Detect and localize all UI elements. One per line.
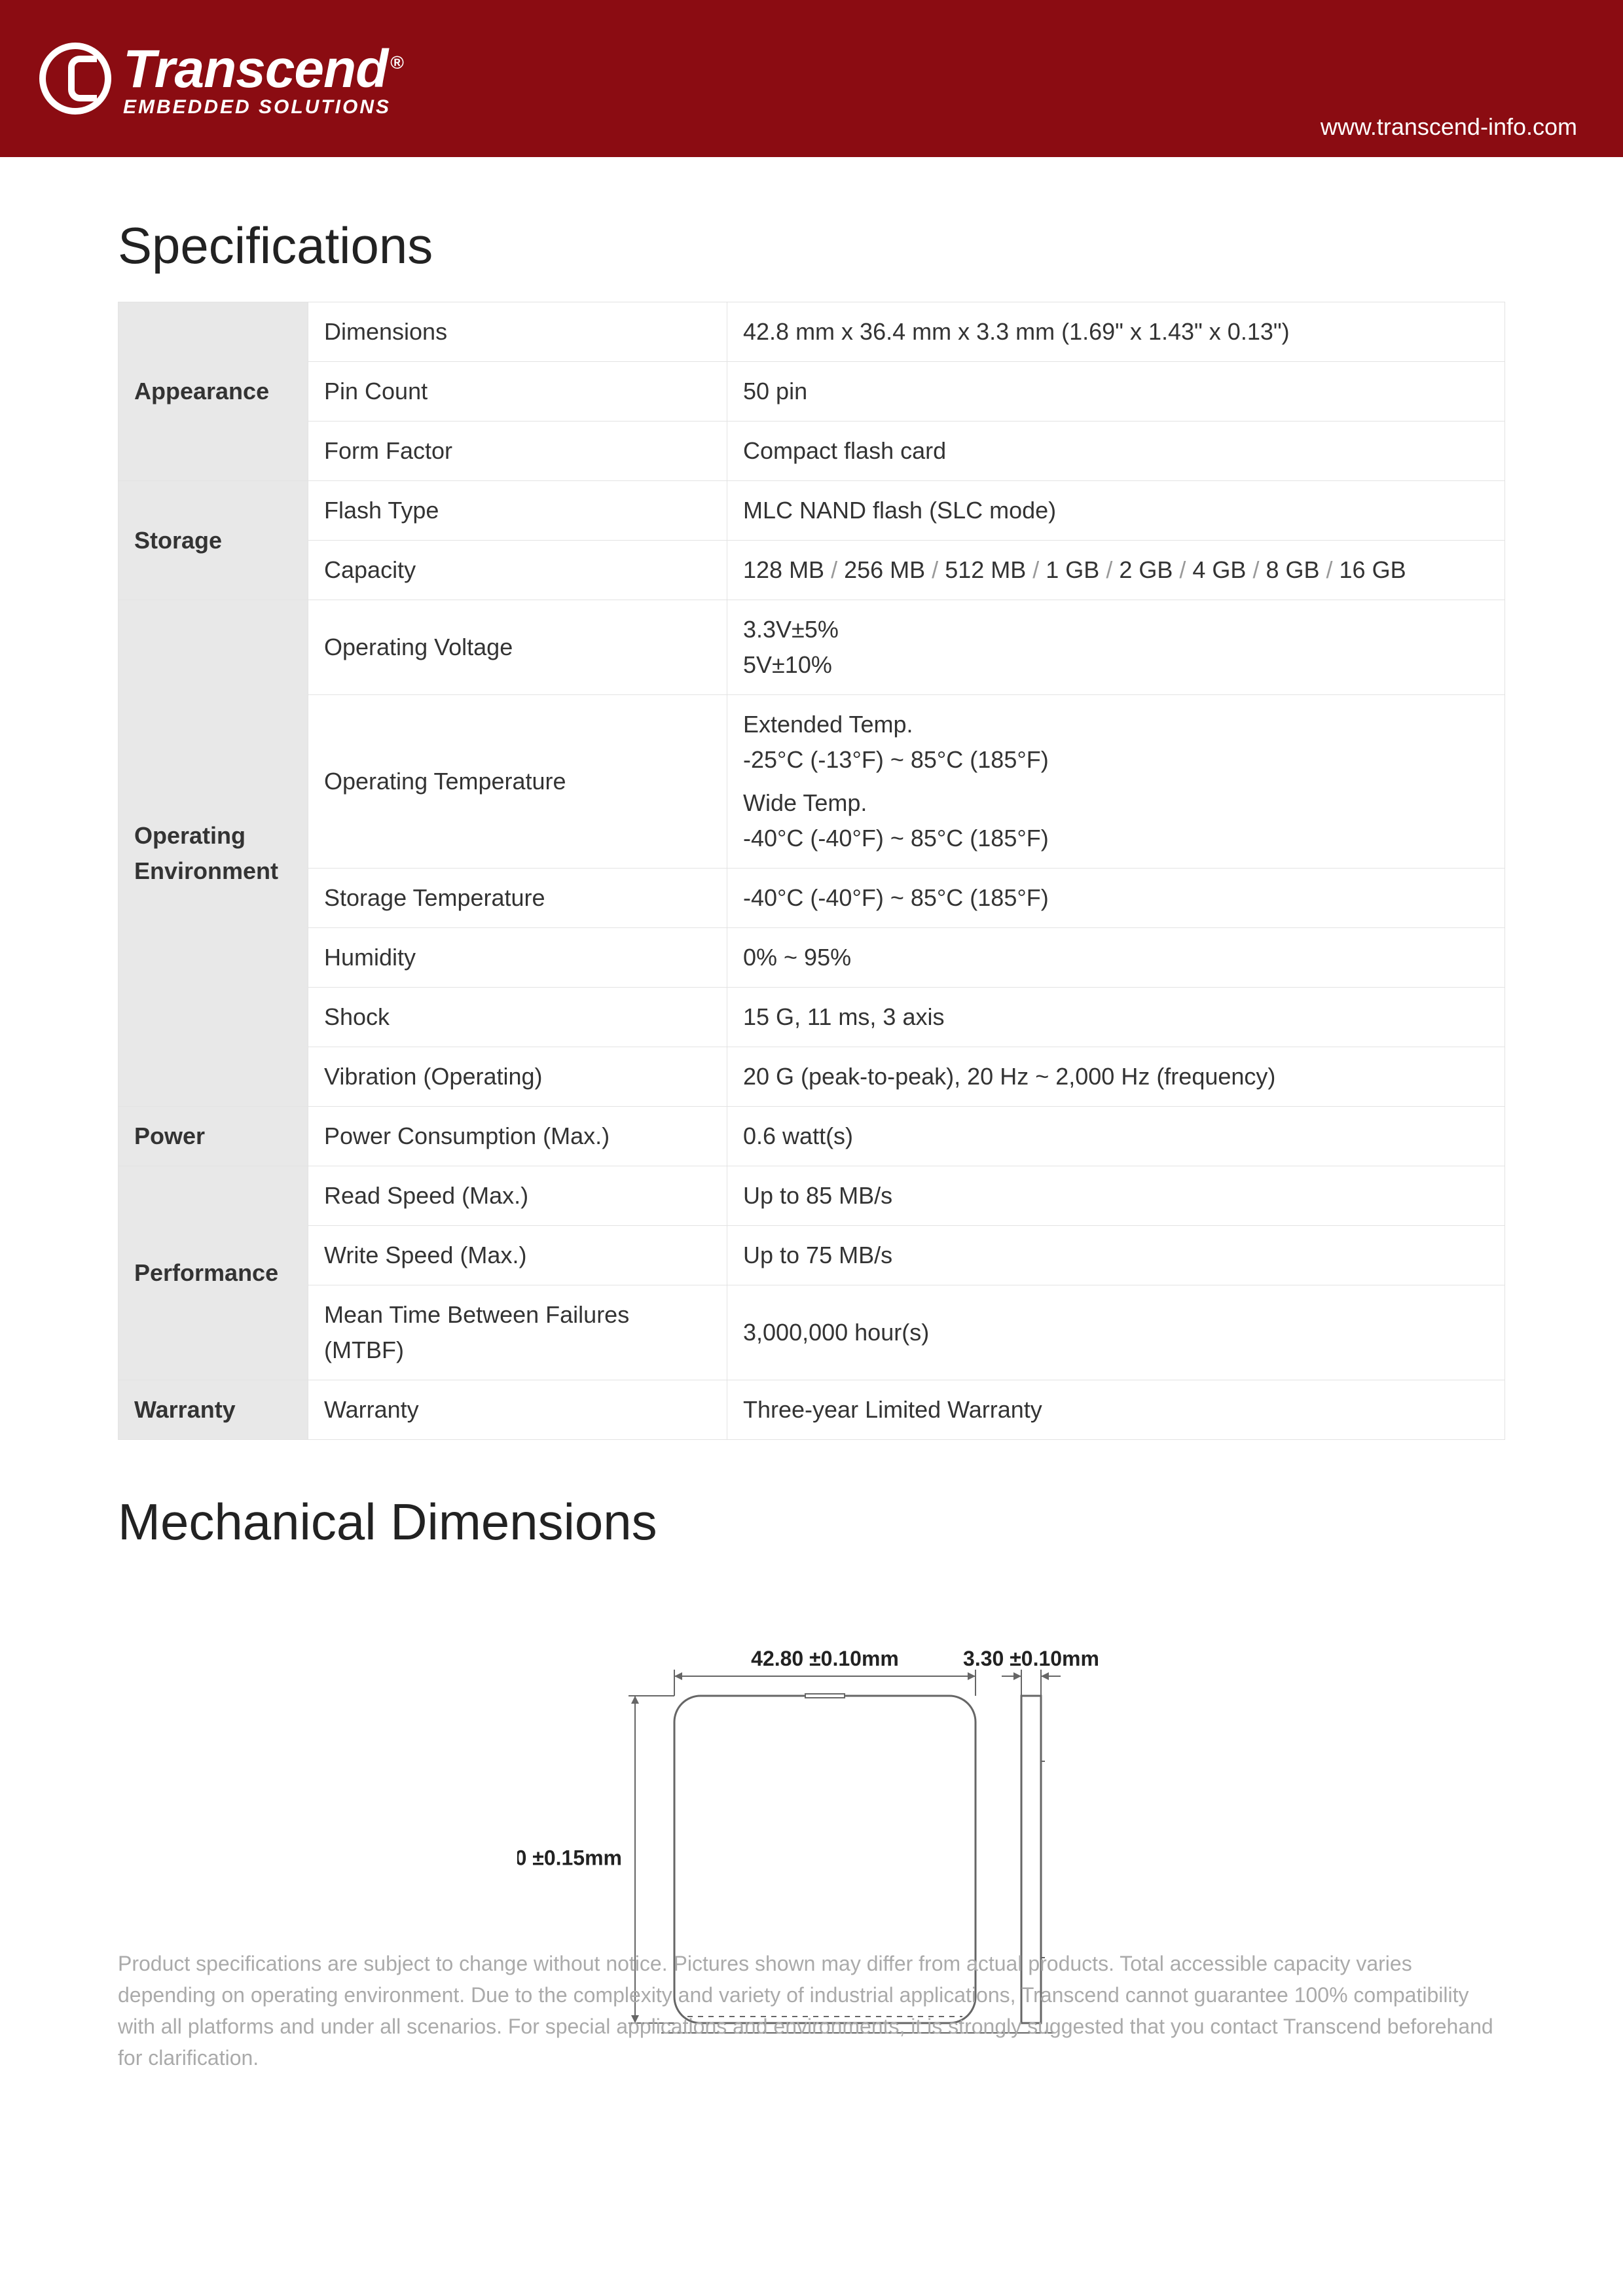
value-cell: 128 MB / 256 MB / 512 MB / 1 GB / 2 GB /… — [727, 541, 1505, 600]
disclaimer-footer: Product specifications are subject to ch… — [118, 1948, 1505, 2073]
table-row: Write Speed (Max.)Up to 75 MB/s — [119, 1226, 1505, 1285]
param-cell: Write Speed (Max.) — [308, 1226, 727, 1285]
value-cell: 3,000,000 hour(s) — [727, 1285, 1505, 1380]
param-cell: Shock — [308, 988, 727, 1047]
param-cell: Flash Type — [308, 481, 727, 541]
table-row: Humidity0% ~ 95% — [119, 928, 1505, 988]
page-header: Transcend® EMBEDDED SOLUTIONS www.transc… — [0, 0, 1623, 157]
svg-text:42.80 ±0.10mm: 42.80 ±0.10mm — [751, 1647, 899, 1670]
table-row: Operating TemperatureExtended Temp.-25°C… — [119, 695, 1505, 869]
param-cell: Operating Temperature — [308, 695, 727, 869]
value-cell: 0% ~ 95% — [727, 928, 1505, 988]
table-row: StorageFlash TypeMLC NAND flash (SLC mod… — [119, 481, 1505, 541]
table-row: Vibration (Operating)20 G (peak-to-peak)… — [119, 1047, 1505, 1107]
brand-name: Transcend — [123, 39, 388, 99]
table-row: WarrantyWarrantyThree-year Limited Warra… — [119, 1380, 1505, 1440]
table-row: Form FactorCompact flash card — [119, 422, 1505, 481]
value-cell: 3.3V±5%5V±10% — [727, 600, 1505, 695]
value-cell: 15 G, 11 ms, 3 axis — [727, 988, 1505, 1047]
value-cell: 0.6 watt(s) — [727, 1107, 1505, 1166]
param-cell: Power Consumption (Max.) — [308, 1107, 727, 1166]
table-row: Shock15 G, 11 ms, 3 axis — [119, 988, 1505, 1047]
table-row: AppearanceDimensions42.8 mm x 36.4 mm x … — [119, 302, 1505, 362]
category-cell: Warranty — [119, 1380, 308, 1440]
param-cell: Storage Temperature — [308, 869, 727, 928]
param-cell: Dimensions — [308, 302, 727, 362]
brand-text: Transcend® EMBEDDED SOLUTIONS — [123, 39, 403, 118]
param-cell: Vibration (Operating) — [308, 1047, 727, 1107]
value-cell: 50 pin — [727, 362, 1505, 422]
param-cell: Pin Count — [308, 362, 727, 422]
param-cell: Operating Voltage — [308, 600, 727, 695]
value-cell: Compact flash card — [727, 422, 1505, 481]
value-cell: Up to 85 MB/s — [727, 1166, 1505, 1226]
specifications-table: AppearanceDimensions42.8 mm x 36.4 mm x … — [118, 302, 1505, 1440]
param-cell: Warranty — [308, 1380, 727, 1440]
value-cell: Extended Temp.-25°C (-13°F) ~ 85°C (185°… — [727, 695, 1505, 869]
value-cell: MLC NAND flash (SLC mode) — [727, 481, 1505, 541]
value-cell: 20 G (peak-to-peak), 20 Hz ~ 2,000 Hz (f… — [727, 1047, 1505, 1107]
value-cell: 42.8 mm x 36.4 mm x 3.3 mm (1.69" x 1.43… — [727, 302, 1505, 362]
page-content: Specifications AppearanceDimensions42.8 … — [0, 157, 1623, 2062]
table-row: Mean Time Between Failures (MTBF)3,000,0… — [119, 1285, 1505, 1380]
value-cell: -40°C (-40°F) ~ 85°C (185°F) — [727, 869, 1505, 928]
logo-icon — [39, 43, 111, 115]
brand-logo: Transcend® EMBEDDED SOLUTIONS — [39, 39, 403, 118]
param-cell: Capacity — [308, 541, 727, 600]
category-cell: Performance — [119, 1166, 308, 1380]
value-cell: Three-year Limited Warranty — [727, 1380, 1505, 1440]
value-cell: Up to 75 MB/s — [727, 1226, 1505, 1285]
param-cell: Humidity — [308, 928, 727, 988]
param-cell: Mean Time Between Failures (MTBF) — [308, 1285, 727, 1380]
table-row: Operating EnvironmentOperating Voltage3.… — [119, 600, 1505, 695]
param-cell: Read Speed (Max.) — [308, 1166, 727, 1226]
category-cell: Operating Environment — [119, 600, 308, 1107]
table-row: Pin Count50 pin — [119, 362, 1505, 422]
table-row: PerformanceRead Speed (Max.)Up to 85 MB/… — [119, 1166, 1505, 1226]
svg-text:36.40 ±0.15mm: 36.40 ±0.15mm — [517, 1846, 622, 1869]
brand-registered: ® — [390, 52, 403, 73]
category-cell: Appearance — [119, 302, 308, 481]
svg-text:3.30 ±0.10mm: 3.30 ±0.10mm — [963, 1647, 1099, 1670]
table-row: Capacity128 MB / 256 MB / 512 MB / 1 GB … — [119, 541, 1505, 600]
header-url: www.transcend-info.com — [1321, 113, 1577, 141]
table-row: PowerPower Consumption (Max.)0.6 watt(s) — [119, 1107, 1505, 1166]
category-cell: Storage — [119, 481, 308, 600]
specifications-title: Specifications — [118, 216, 1505, 276]
param-cell: Form Factor — [308, 422, 727, 481]
mechanical-title: Mechanical Dimensions — [118, 1492, 1505, 1552]
table-row: Storage Temperature-40°C (-40°F) ~ 85°C … — [119, 869, 1505, 928]
category-cell: Power — [119, 1107, 308, 1166]
